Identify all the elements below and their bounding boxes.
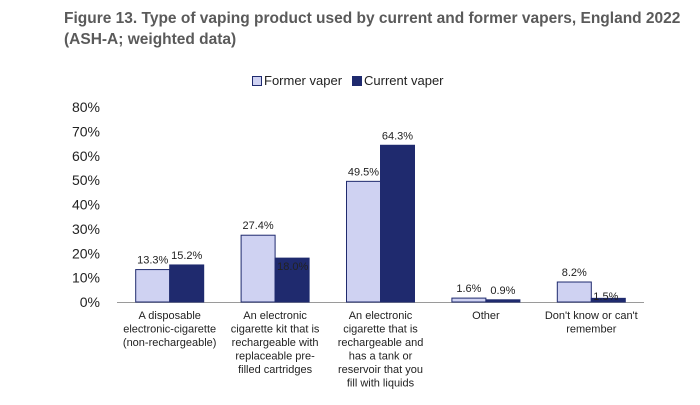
category-label: remember [566, 324, 616, 336]
bar-current [380, 144, 415, 303]
legend-swatch-current [352, 75, 363, 86]
category-label: electronic-cigarette [123, 324, 216, 336]
category-label: Other [472, 310, 500, 322]
category-label: Don't know or can't [545, 310, 638, 322]
data-label-former: 49.5% [348, 166, 379, 178]
data-label-former: 8.2% [562, 267, 587, 279]
legend-label-current: Current vaper [364, 73, 444, 88]
y-tick-label: 30% [72, 221, 100, 237]
bar-current [485, 299, 521, 303]
category-label: reservoir that you [338, 364, 423, 376]
data-label-current: 64.3% [382, 130, 413, 142]
legend-swatch-former [252, 75, 262, 86]
legend-label-former: Former vaper [264, 73, 343, 88]
y-tick-label: 0% [80, 294, 100, 310]
category-label: rechargeable and [338, 337, 424, 349]
y-tick-label: 10% [72, 270, 100, 286]
bar-former [346, 180, 381, 303]
data-label-former: 1.6% [456, 283, 481, 295]
y-tick-label: 20% [72, 245, 100, 261]
data-label-former: 27.4% [242, 220, 273, 232]
y-tick-label: 40% [72, 197, 100, 213]
bar-current [169, 264, 205, 303]
data-label-current: 0.9% [490, 285, 515, 297]
legend-item-former: Former vaper [252, 73, 342, 88]
data-label-current: 1.5% [593, 291, 618, 303]
y-tick-label: 80% [72, 99, 100, 115]
data-label-current: 15.2% [171, 250, 202, 262]
category-label: fill with liquids [347, 378, 415, 390]
bar-former [240, 234, 276, 303]
bar-current [274, 257, 310, 303]
category-label: replaceable pre- [235, 351, 315, 363]
category-label: filled cartridges [238, 364, 312, 376]
bar-former [451, 297, 487, 303]
category-label: An electronic [243, 310, 307, 322]
y-tick-label: 50% [72, 172, 100, 188]
y-tick-label: 70% [72, 123, 100, 139]
bar-former [556, 281, 592, 303]
legend-item-current: Current vaper [352, 73, 444, 88]
category-label: (non-rechargeable) [123, 337, 217, 349]
bar-current [590, 297, 626, 303]
category-label: rechargeable with [232, 337, 319, 349]
data-label-current: 18.0% [277, 261, 308, 273]
category-label: A disposable [139, 310, 201, 322]
category-label: has a tank or [349, 351, 413, 363]
category-label: cigarette that is [343, 324, 418, 336]
category-label: cigarette kit that is [231, 324, 320, 336]
data-label-former: 13.3% [137, 255, 168, 267]
category-label: An electronic [349, 310, 413, 322]
chart-legend: Former vaper Current vaper [252, 73, 454, 88]
chart-title: Figure 13. Type of vaping product used b… [64, 10, 681, 48]
bar-former [135, 269, 171, 303]
y-tick-label: 60% [72, 148, 100, 164]
